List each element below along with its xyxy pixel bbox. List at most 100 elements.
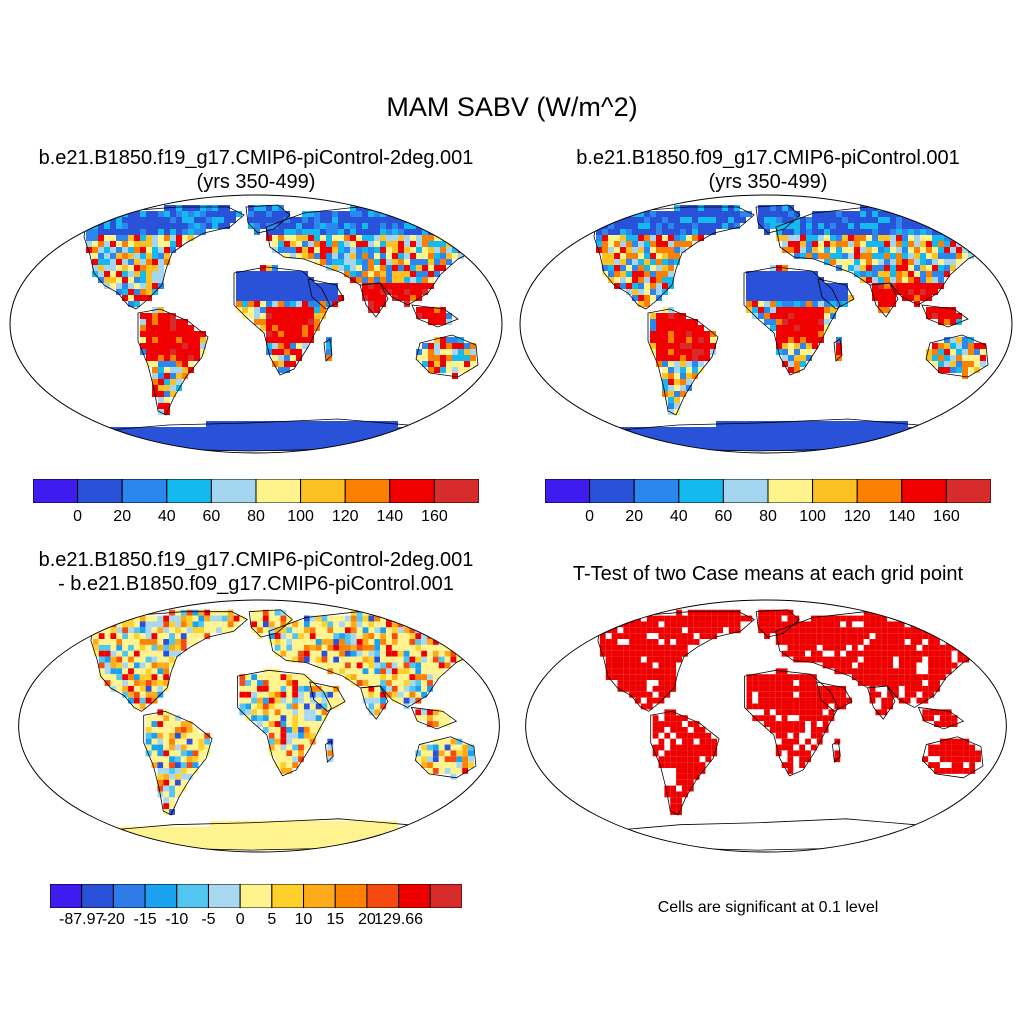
diff-grid-cell (174, 750, 181, 757)
ttest-grid-cell (928, 668, 935, 675)
case2-grid-cell (788, 337, 794, 343)
case1-grid-cell (374, 283, 380, 289)
ttest-grid-cell (928, 627, 935, 634)
diff-coastline-greenland (248, 609, 293, 638)
diff-grid-cell (456, 762, 463, 769)
diff-grid-cell (110, 644, 117, 651)
case1-grid-cell (158, 313, 164, 319)
case1-grid-cell (98, 259, 104, 265)
case1-grid-cell (98, 271, 104, 277)
diff-grid-cell (210, 826, 217, 833)
case1-grid-cell (278, 283, 284, 289)
case1-grid-cell (308, 283, 314, 289)
ttest-grid-cell (623, 644, 630, 651)
case2-grid-cell (836, 427, 842, 433)
ttest-grid-cell (799, 750, 806, 757)
case1-grid-cell (338, 241, 344, 247)
case2-grid-cell (734, 223, 740, 229)
diff-grid-cell (339, 650, 345, 657)
case2-grid-cell (884, 223, 890, 229)
diff-grid-cell (286, 627, 293, 634)
ttest-grid-cell (676, 732, 682, 739)
ttest-grid-cell (752, 680, 759, 686)
case1-grid-cell (272, 301, 278, 307)
case1-grid-cell (356, 217, 362, 223)
case1-grid-cell (302, 445, 308, 451)
case1-grid-cell (170, 427, 176, 433)
diff-colorbar-label: 0 (235, 911, 245, 928)
diff-grid-cell (380, 633, 387, 640)
diff-grid-cell (128, 633, 134, 640)
case1-grid-cell (272, 223, 278, 229)
diff-grid-cell (204, 744, 211, 751)
diff-grid-cell (292, 680, 299, 686)
case2-grid-cell (854, 217, 860, 223)
diff-grid-cell (210, 844, 217, 851)
diff-grid-cell (151, 621, 158, 628)
ttest-grid-cell (629, 685, 636, 692)
diff-grid-cell (403, 656, 410, 663)
case1-grid-cell (158, 385, 164, 391)
ttest-grid-cell (934, 709, 940, 716)
case2-grid-cell (884, 271, 890, 277)
diff-grid-cell (333, 615, 340, 622)
diff-map (18, 599, 500, 853)
case1-grid-cell (404, 229, 410, 235)
case1-grid-cell (140, 313, 146, 319)
ttest-grid-cell (734, 615, 741, 622)
case2-grid-cell (950, 361, 956, 367)
diff-colorbar-label: -20 (101, 911, 125, 928)
case2-grid-cell (794, 301, 800, 307)
case2-grid-cell (710, 223, 716, 229)
diff-grid-cell (221, 615, 228, 622)
diff-grid-cell (321, 685, 328, 692)
case1-grid-cell (284, 235, 290, 241)
case2-grid-cell (662, 313, 668, 319)
case2-grid-cell (680, 439, 686, 445)
diff-grid-cell (174, 633, 181, 640)
ttest-grid-cell (670, 785, 677, 792)
case1-grid-cell (254, 427, 260, 433)
diff-grid-cell (374, 820, 381, 827)
case1-grid-cell (182, 343, 188, 349)
case2-grid-cell (818, 445, 824, 451)
case2-grid-cell (698, 343, 704, 349)
diff-grid-cell (327, 685, 334, 692)
diff-grid-cell (333, 685, 340, 692)
case1-grid-cell (104, 223, 110, 229)
case1-grid-cell (332, 439, 338, 445)
case1-grid-cell (302, 295, 308, 301)
diff-grid-cell (427, 768, 433, 774)
ttest-grid-cell (676, 639, 682, 645)
ttest-grid-cell (699, 750, 706, 757)
diff-grid-cell (403, 662, 410, 669)
diff-grid-cell (133, 691, 140, 698)
case2-grid-cell (932, 247, 938, 253)
case2-grid-cell (848, 265, 854, 271)
case1-grid-cell (146, 349, 152, 355)
case2-grid-cell (668, 439, 674, 445)
case2-grid-cell (788, 421, 794, 427)
ttest-grid-cell (893, 662, 899, 669)
diff-grid-cell (128, 685, 134, 692)
case1-grid-cell (434, 259, 440, 265)
case1-grid-cell (254, 421, 260, 427)
diff-grid-cell (227, 609, 234, 616)
diff-grid-cell (321, 820, 328, 827)
case2-grid-cell (608, 433, 614, 439)
case2-grid-cell (980, 241, 986, 247)
diff-grid-cell (251, 826, 258, 833)
ttest-grid-cell (805, 721, 811, 727)
case1-grid-cell (308, 319, 314, 325)
diff-grid-cell (169, 650, 175, 657)
diff-grid-cell (327, 826, 334, 833)
diff-grid-cell (151, 762, 158, 769)
case1-grid-cell (140, 325, 146, 331)
case2-grid-cell (806, 295, 812, 301)
case2-grid-cell (662, 229, 668, 235)
case1-grid-cell (206, 427, 212, 433)
ttest-grid-cell (670, 732, 677, 739)
case1-grid-cell (248, 307, 254, 313)
case1-colorbar-label: 160 (421, 508, 448, 525)
case1-grid-cell (332, 223, 338, 229)
